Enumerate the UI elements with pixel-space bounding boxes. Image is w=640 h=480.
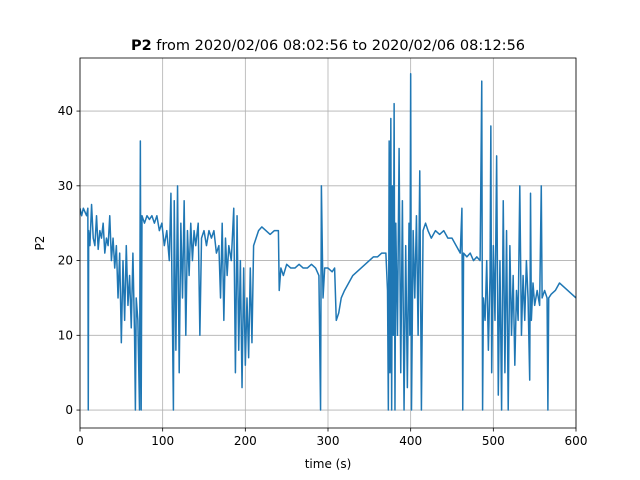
title-bold: P2	[131, 38, 152, 54]
x-tick-label: 100	[151, 434, 174, 448]
x-tick-label: 200	[234, 434, 257, 448]
title-rest: from 2020/02/06 08:02:56 to 2020/02/06 0…	[156, 38, 525, 54]
x-tick-label: 600	[565, 434, 588, 448]
x-axis-label: time (s)	[305, 457, 352, 471]
y-tick-label: 0	[65, 403, 73, 417]
y-tick-label: 30	[58, 179, 73, 193]
axes-frame	[79, 57, 577, 429]
y-tick-label: 20	[58, 254, 73, 268]
x-tick-label: 400	[399, 434, 422, 448]
chart-title: P2 from 2020/02/06 08:02:56 to 2020/02/0…	[131, 38, 525, 54]
x-tick-label: 500	[482, 434, 505, 448]
line-series	[80, 72, 576, 411]
y-axis-label: P2	[33, 236, 47, 251]
y-tick-label: 40	[58, 104, 73, 118]
plot-area	[80, 72, 576, 411]
y-tick-label: 10	[58, 328, 73, 342]
x-tick-label: 300	[317, 434, 340, 448]
x-tick-label: 0	[76, 434, 84, 448]
